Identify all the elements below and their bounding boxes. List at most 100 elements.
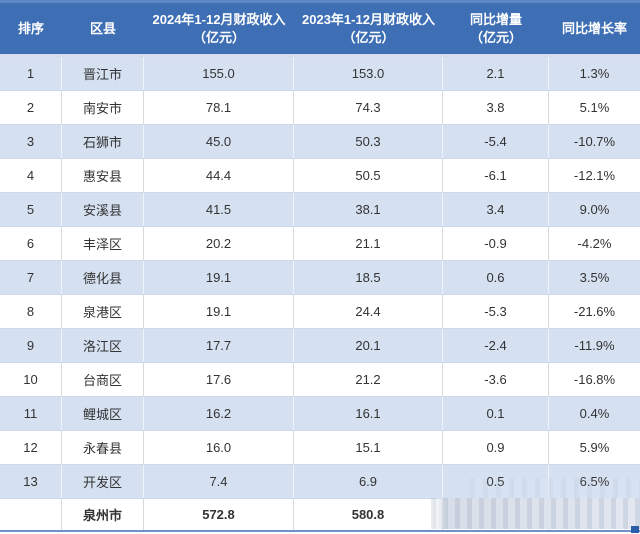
cell-rev-2023: 580.8 xyxy=(294,499,443,530)
cell-rev-2023: 18.5 xyxy=(294,261,443,294)
cell-delta: 0.5 xyxy=(443,465,549,498)
cell-growth: 9.0% xyxy=(579,202,610,217)
header-label: 同比增长率 xyxy=(561,20,627,36)
cell-rev-2024: 17.7 xyxy=(144,329,294,362)
cell-rev-2024: 572.8 xyxy=(144,499,294,530)
table-row: 1 晋江市 155.0 153.0 2.1 1.3% xyxy=(0,57,640,91)
cell-delta: 0.1 xyxy=(443,397,549,430)
cell-rank: 10 xyxy=(0,363,62,396)
cell-delta: -3.6 xyxy=(443,363,549,396)
header-label-line2: （亿元） xyxy=(342,29,395,45)
cell-growth: -12.1% xyxy=(573,168,616,183)
cell-rank: 1 xyxy=(0,57,62,90)
cell-district: 泉港区 xyxy=(62,295,144,328)
header-cell-rank: 排序 xyxy=(0,3,62,54)
cell-delta: -6.1 xyxy=(443,159,549,192)
data-rows: 1 晋江市 155.0 153.0 2.1 1.3% 2 南安市 78.1 74.3 3.8 5.1%… xyxy=(0,57,640,499)
cell-district: 安溪县 xyxy=(62,193,144,226)
table-row: 9 洛江区 17.7 20.1 -2.4 -11.9% xyxy=(0,329,640,363)
cell-growth: -21.6% xyxy=(573,304,616,319)
cell-rev-2023: 6.9 xyxy=(294,465,443,498)
cell-district: 开发区 xyxy=(62,465,144,498)
header-cell-rev-2023: 2023年1-12月财政收入 （亿元） xyxy=(294,3,443,54)
header-label: 排序 xyxy=(17,20,44,36)
cell-delta: 3.4 xyxy=(443,193,549,226)
table-row: 10 台商区 17.6 21.2 -3.6 -16.8% xyxy=(0,363,640,397)
cell-rank: 6 xyxy=(0,227,62,260)
cell-district: 南安市 xyxy=(62,91,144,124)
cell-rank xyxy=(0,499,62,530)
cell-rev-2024: 41.5 xyxy=(144,193,294,226)
header-cell-rev-2024: 2024年1-12月财政收入 （亿元） xyxy=(144,3,294,54)
cell-delta: 2.1 xyxy=(443,57,549,90)
cell-rank: 8 xyxy=(0,295,62,328)
cell-delta: 0.9 xyxy=(443,431,549,464)
table-bottom-border xyxy=(0,530,640,534)
cell-district: 惠安县 xyxy=(62,159,144,192)
cell-growth: 5.9% xyxy=(579,440,610,455)
censor-streaks xyxy=(470,478,640,498)
cell-rev-2024: 45.0 xyxy=(144,125,294,158)
cell-rank: 3 xyxy=(0,125,62,158)
cell-delta: -5.3 xyxy=(443,295,549,328)
cell-district: 台商区 xyxy=(62,363,144,396)
cell-rev-2024: 16.0 xyxy=(144,431,294,464)
header-cell-delta: 同比增量 （亿元） xyxy=(443,3,549,54)
cell-rank: 5 xyxy=(0,193,62,226)
cell-growth: 1.3% xyxy=(579,66,610,81)
header-label: 同比增量 xyxy=(469,11,522,27)
cell-district: 丰泽区 xyxy=(62,227,144,260)
cell-rev-2023: 21.2 xyxy=(294,363,443,396)
cell-rev-2024: 7.4 xyxy=(144,465,294,498)
cell-rev-2024: 44.4 xyxy=(144,159,294,192)
cell-rev-2023: 21.1 xyxy=(294,227,443,260)
cell-rev-2023: 50.3 xyxy=(294,125,443,158)
cell-delta: -0.9 xyxy=(443,227,549,260)
table-row: 6 丰泽区 20.2 21.1 -0.9 -4.2% xyxy=(0,227,640,261)
cell-rank: 12 xyxy=(0,431,62,464)
table-row: 11 鲤城区 16.2 16.1 0.1 0.4% xyxy=(0,397,640,431)
cell-district: 永春县 xyxy=(62,431,144,464)
cell-district: 鲤城区 xyxy=(62,397,144,430)
cell-growth: 3.5% xyxy=(579,270,610,285)
cell-growth: -10.7% xyxy=(573,134,616,149)
table-row: 3 石狮市 45.0 50.3 -5.4 -10.7% xyxy=(0,125,640,159)
header-label: 2023年1-12月财政收入 xyxy=(302,11,435,27)
cell-rev-2023: 24.4 xyxy=(294,295,443,328)
cell-delta: -2.4 xyxy=(443,329,549,362)
header-label-line2: （亿元） xyxy=(192,29,245,45)
header-cell-district: 区县 xyxy=(62,3,144,54)
cell-rev-2024: 155.0 xyxy=(144,57,294,90)
table-row: 7 德化县 19.1 18.5 0.6 3.5% xyxy=(0,261,640,295)
table-row: 8 泉港区 19.1 24.4 -5.3 -21.6% xyxy=(0,295,640,329)
header-cell-growth: 同比增长率 xyxy=(549,3,640,54)
header-label: 区县 xyxy=(89,20,116,36)
cell-rev-2023: 153.0 xyxy=(294,57,443,90)
cell-rev-2024: 16.2 xyxy=(144,397,294,430)
cell-rank: 9 xyxy=(0,329,62,362)
table-header-row: 排序 区县 2024年1-12月财政收入 （亿元） 2023年1-12月财政收入… xyxy=(0,0,640,57)
cell-rev-2023: 38.1 xyxy=(294,193,443,226)
cell-district: 泉州市 xyxy=(62,499,144,530)
cell-rev-2024: 78.1 xyxy=(144,91,294,124)
corner-mark xyxy=(631,526,639,533)
cell-growth: 6.5% xyxy=(549,465,640,498)
cell-rank: 7 xyxy=(0,261,62,294)
cell-rev-2024: 19.1 xyxy=(144,295,294,328)
cell-rank: 13 xyxy=(0,465,62,498)
cell-rev-2024: 17.6 xyxy=(144,363,294,396)
cell-rev-2023: 20.1 xyxy=(294,329,443,362)
cell-district: 德化县 xyxy=(62,261,144,294)
table-row: 4 惠安县 44.4 50.5 -6.1 -12.1% xyxy=(0,159,640,193)
cell-district: 石狮市 xyxy=(62,125,144,158)
cell-growth: -16.8% xyxy=(573,372,616,387)
cell-rev-2023: 50.5 xyxy=(294,159,443,192)
cell-rank: 4 xyxy=(0,159,62,192)
cell-rev-2024: 20.2 xyxy=(144,227,294,260)
cell-rev-2023: 15.1 xyxy=(294,431,443,464)
cell-growth: 5.1% xyxy=(579,100,610,115)
censor-block xyxy=(431,498,640,529)
cell-rev-2023: 74.3 xyxy=(294,91,443,124)
cell-rank: 2 xyxy=(0,91,62,124)
